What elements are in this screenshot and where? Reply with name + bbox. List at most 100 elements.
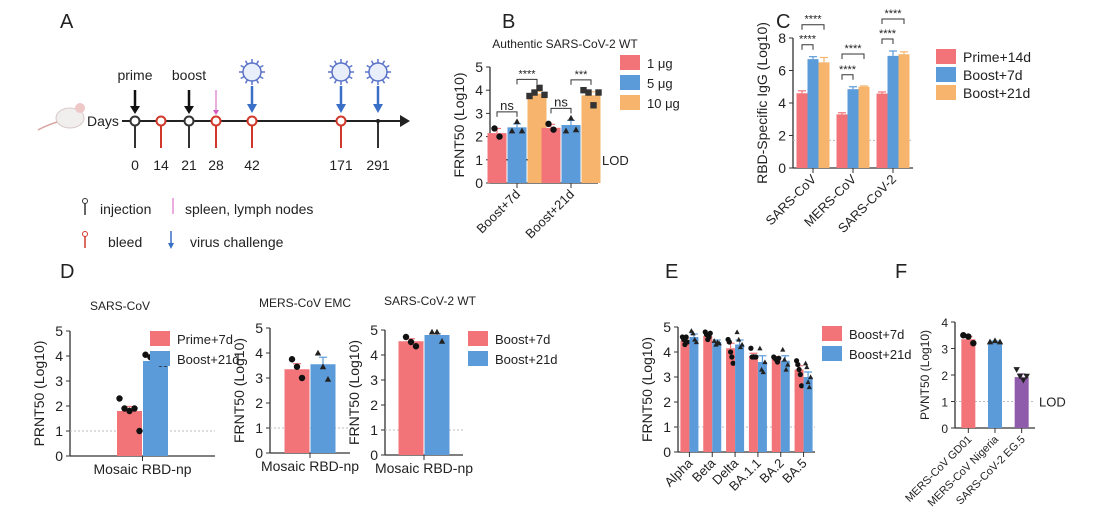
legend-label: 10 μg (647, 96, 680, 111)
legend-swatch (822, 346, 842, 361)
y-axis-label: FRNT50 (Log10) (231, 338, 247, 443)
data-point (116, 395, 123, 402)
data-point (496, 133, 503, 140)
data-point (806, 384, 812, 390)
data-point (683, 334, 689, 340)
data-point (762, 359, 768, 365)
data-point (711, 338, 717, 343)
y-tick-label: 4 (475, 82, 483, 98)
bar (796, 93, 808, 168)
legend-spleen: spleen, lymph nodes (185, 201, 313, 217)
y-tick-label: 1 (941, 396, 948, 410)
data-point (531, 89, 538, 96)
data-point (727, 349, 734, 355)
legend-label: Boost+21d (495, 352, 558, 367)
legend-label: Boost+21d (849, 347, 912, 362)
mouse-tail (37, 121, 58, 131)
legend-swatch (468, 331, 488, 346)
legend-injection: injection (100, 201, 151, 217)
day-label: 21 (181, 157, 197, 173)
y-axis-label: FRNT50 (Log10) (639, 337, 655, 442)
data-point (805, 379, 811, 385)
data-point (804, 364, 810, 370)
y-tick-label: 2 (55, 398, 63, 414)
y-tick-label: 3 (255, 370, 263, 386)
y-tick-label: 4 (370, 347, 378, 363)
significance-label: **** (879, 28, 897, 40)
data-point (707, 330, 713, 336)
chart-d1: SARS-CoV 0 1 2 3 4 5 PRNT50 (Log10) Mosaic RBD-n… (31, 299, 240, 477)
data-point (407, 338, 415, 346)
chart-b: Authentic SARS-CoV-2 WT 0 1 2 3 4 5 FRNT50 (Log… (451, 37, 680, 241)
y-tick-label: 5 (475, 59, 483, 75)
data-point (734, 329, 740, 335)
data-point (729, 354, 735, 360)
day-label: 28 (208, 157, 224, 173)
bar (143, 361, 168, 456)
data-point (536, 84, 543, 92)
bar (847, 89, 859, 168)
significance-bracket (570, 79, 592, 85)
bar (581, 95, 601, 183)
data-point (996, 338, 1004, 345)
legend-label: Boost+7d (849, 327, 904, 342)
significance-label: ns (554, 94, 568, 109)
data-point (428, 328, 436, 335)
y-axis-label: PRNT50 (Log10) (31, 341, 47, 447)
legend-label: Boost+7d (963, 67, 1023, 83)
y-tick-label: 5 (370, 322, 378, 338)
chart-d2: MERS-CoV EMC 0 1 2 3 4 5 FRNT50 (Log10) Mosaic R… (231, 296, 359, 474)
y-tick-label: 5 (55, 323, 63, 339)
bar (726, 348, 736, 452)
significance-label: *** (575, 69, 589, 81)
y-tick-label: 0 (475, 175, 483, 191)
data-point (753, 354, 759, 360)
data-point (402, 333, 410, 341)
significance-label: **** (839, 64, 857, 76)
injection-arrowhead (130, 106, 140, 114)
y-axis-label: PVNT50 (Log10) (918, 330, 932, 420)
bar (398, 341, 424, 455)
lod-label: LOD (602, 153, 629, 168)
panel-letter: A (60, 11, 74, 33)
virus-icon (328, 59, 354, 85)
data-point (550, 126, 557, 133)
bar (310, 364, 336, 453)
timeline: Days 0 prime 14 21 boost 28 42 171 291 injection sp… (37, 59, 410, 250)
y-tick-label: 3 (370, 372, 378, 388)
data-point (798, 383, 805, 389)
data-point (960, 332, 967, 339)
legend-swatch (936, 67, 956, 82)
data-point (585, 89, 592, 96)
y-tick-label: 8 (778, 30, 786, 46)
y-tick-label: 2 (475, 129, 483, 145)
significance-label: **** (799, 34, 817, 46)
bar (807, 59, 819, 168)
legend-label: Prime+14d (963, 49, 1031, 65)
data-point (716, 340, 722, 346)
data-point (595, 89, 602, 96)
mouse-icon (37, 103, 85, 131)
y-tick-label: 4 (55, 348, 63, 364)
data-point (541, 91, 548, 99)
y-tick-label: 1 (370, 422, 378, 438)
y-tick-label: 5 (255, 320, 263, 336)
bar (961, 339, 976, 428)
legend-swatch (620, 75, 640, 90)
significance-label: **** (884, 8, 902, 20)
data-point (314, 349, 322, 356)
data-point (433, 328, 441, 335)
y-tick-label: 2 (941, 369, 948, 383)
data-point (526, 92, 533, 100)
injection-legend-icon (82, 198, 88, 204)
data-point (324, 376, 332, 382)
bleed-marker (155, 115, 167, 127)
panel-letter: B (502, 11, 515, 33)
significance-bracket (881, 18, 905, 24)
panel-letter: C (776, 11, 790, 33)
bar (1014, 377, 1029, 428)
